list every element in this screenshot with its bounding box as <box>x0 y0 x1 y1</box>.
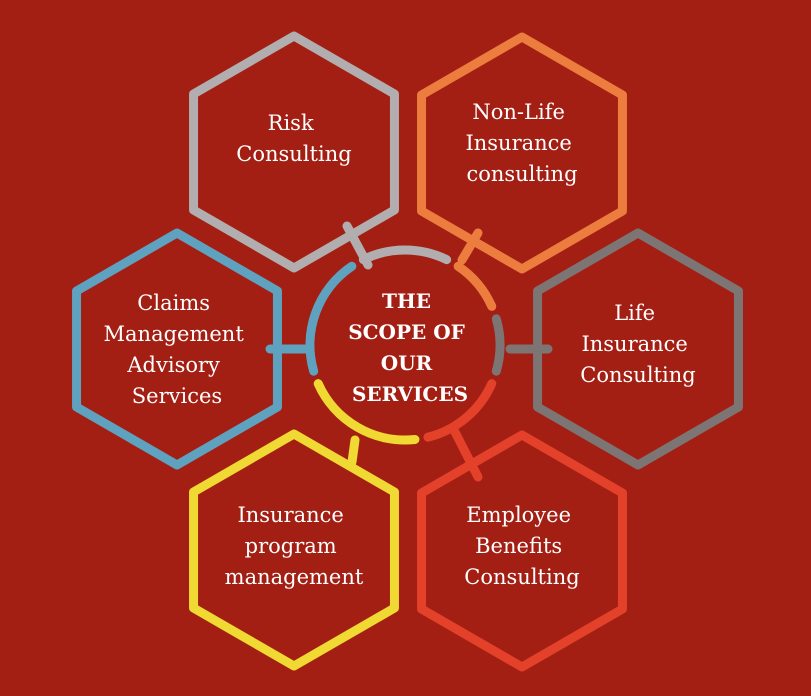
service-label-line: Insurance <box>581 332 687 356</box>
connector-risk <box>342 221 373 270</box>
service-label-line: Consulting <box>236 142 351 166</box>
service-label-insurance-program: Insurance program management <box>225 503 364 589</box>
service-label-line: Management <box>104 322 245 346</box>
service-label-employee-benefits: Employee Benefits Consulting <box>464 503 579 589</box>
service-label-line: Benefits <box>475 534 562 558</box>
hexagon-claims <box>72 228 282 470</box>
service-label-line: Life <box>614 301 655 325</box>
service-label-line: consulting <box>466 162 577 186</box>
center-title-line: OUR <box>381 351 433 375</box>
hexagon-risk <box>189 31 399 273</box>
service-label-line: Advisory <box>126 353 220 377</box>
service-label-line: Non-Life <box>472 100 565 124</box>
ring-arc-risk <box>358 245 452 265</box>
service-label-line: Employee <box>466 503 571 527</box>
service-label-line: Consulting <box>464 565 579 589</box>
ring-arc-non-life <box>453 261 497 311</box>
service-label-line: Insurance <box>237 503 343 527</box>
center-title: THE SCOPE OF OUR SERVICES <box>348 289 472 406</box>
connectors <box>265 221 553 482</box>
ring-arc-claims <box>305 261 357 376</box>
service-label-life: Life Insurance Consulting <box>580 301 695 387</box>
connector-non-life <box>457 228 483 265</box>
service-label-line: Claims <box>137 291 210 315</box>
hexagon-life <box>533 228 743 470</box>
service-label-line: Risk <box>268 111 314 135</box>
labels: THE SCOPE OF OUR SERVICES Risk Consultin… <box>104 100 696 589</box>
hexagon-insurance-program <box>189 429 399 671</box>
service-label-line: Consulting <box>580 363 695 387</box>
ring-arc-life <box>491 314 505 376</box>
service-label-line: program <box>245 534 337 558</box>
connector-employee-benefits <box>450 427 483 482</box>
service-hexagons <box>72 31 743 672</box>
service-label-line: Insurance <box>465 131 571 155</box>
connector-insurance-program <box>347 435 360 467</box>
service-label-line: Services <box>132 384 222 408</box>
center-title-line: SCOPE OF <box>348 320 465 344</box>
hexagon-non-life <box>417 32 627 274</box>
service-label-non-life: Non-Life Insurance consulting <box>465 100 578 186</box>
service-label-line: management <box>225 565 364 589</box>
ring-arc-employee-benefits <box>423 379 497 442</box>
service-label-risk: Risk Consulting <box>236 111 351 166</box>
hexagon-employee-benefits <box>417 430 627 672</box>
ring-arc-insurance-program <box>313 379 420 445</box>
center-ring <box>305 245 505 445</box>
center-title-line: THE <box>382 289 431 313</box>
center-title-line: SERVICES <box>352 382 468 406</box>
service-label-claims: Claims Management Advisory Services <box>104 291 251 408</box>
